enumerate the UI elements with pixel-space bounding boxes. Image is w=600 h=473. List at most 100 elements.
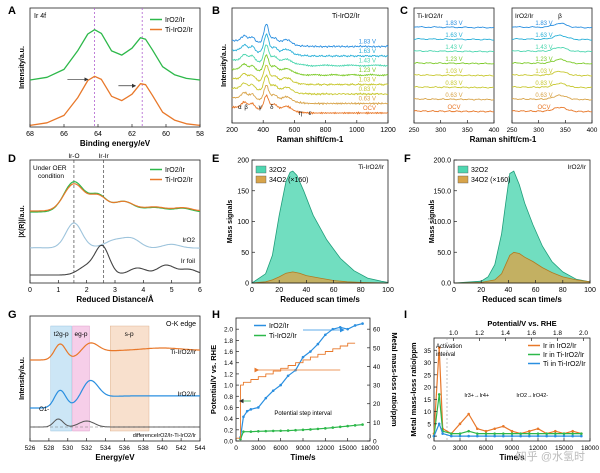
y-tick-label: 20 (424, 385, 432, 392)
y-tick-label: 1.4 (224, 360, 233, 367)
x-tick-label: 12000 (316, 445, 334, 452)
series-label: 1.63 V (445, 33, 462, 39)
peak-label: δ (270, 105, 274, 111)
annotation: condition (38, 173, 64, 180)
area-series (251, 271, 389, 284)
data-point (346, 424, 349, 428)
x-tick-label: 6000 (273, 445, 288, 452)
series-label: 0.63 V (535, 93, 552, 99)
y-tick-label: 0.8 (224, 394, 233, 401)
raman-spectrum (413, 85, 495, 89)
y-tick-label: 0 (427, 434, 431, 441)
panel-c: 1.83 V 1.63 V 1.43 V 1.23 V 1.03 V 0.83 V 0.63… (409, 7, 598, 144)
annotation: Ir-O (68, 153, 79, 160)
legend-label: Ir in Ti-IrO2/Ir (543, 352, 585, 359)
data-point (580, 432, 583, 435)
x-tick-label: 1 (56, 287, 60, 294)
raman-spectrum (231, 33, 389, 58)
data-point (257, 430, 260, 433)
data-point (309, 350, 312, 353)
y-tick-label: 15 (424, 397, 432, 404)
peak-label: β (558, 13, 562, 20)
x-tick-label: 80 (357, 287, 365, 294)
panel-letter-e: E (212, 153, 219, 165)
data-point (571, 432, 574, 435)
legend-label: Ti-IrO2/Ir (165, 177, 193, 184)
x-tick-label: 20 (275, 287, 283, 294)
y-tick-label: 5 (427, 421, 431, 428)
data-point (316, 342, 320, 346)
data-point (528, 434, 531, 438)
raman-spectrum (511, 82, 593, 89)
peak-label: γ (259, 105, 262, 111)
series-label: 1.43 V (535, 45, 552, 51)
data-point (437, 393, 441, 396)
xps-curve (29, 29, 201, 81)
x-axis-label: Binding energy/eV (80, 139, 151, 148)
x-tick-label: 62 (128, 131, 136, 138)
area-series (250, 170, 389, 284)
legend-label: IrO2/Ir (269, 323, 290, 330)
y-tick-label: 1.0 (224, 383, 233, 390)
x-tick-label: 6000 (479, 445, 494, 452)
data-point (450, 432, 453, 435)
raman-spectrum (231, 44, 389, 68)
legend-label: 32O2 (471, 167, 488, 174)
x-tick-label: 400 (587, 127, 598, 134)
series-label: 1.03 V (445, 69, 462, 75)
legend-label: IrO2/Ir (165, 17, 186, 24)
watermark: 知乎 @水氢时 (516, 449, 585, 463)
xps-curve (29, 75, 201, 127)
y-tick-label: 50 (241, 250, 249, 257)
raman-spectrum (413, 97, 495, 101)
area-series (453, 251, 591, 284)
y-axis-label: Intensity/a.u. (19, 357, 26, 400)
subplot-frame (413, 7, 495, 124)
data-point (346, 327, 349, 331)
legend-label: Ir in IrO2/Ir (543, 343, 577, 350)
legend-swatch (255, 175, 267, 184)
y-tick-label: 25 (424, 372, 432, 379)
subplot-frame (511, 7, 593, 124)
legend-label: 32O2 (269, 167, 286, 174)
y-tick-label: 100 (237, 219, 249, 226)
data-point (245, 409, 249, 413)
plot-frame (231, 7, 389, 124)
area-series (453, 170, 591, 284)
x-tick-label: 0 (234, 445, 238, 452)
raman-spectrum (511, 34, 593, 41)
series-label: 0.83 V (535, 81, 552, 87)
data-point (467, 412, 470, 416)
data-point (502, 434, 505, 438)
top-axis-label: Potential/V vs. RHE (487, 319, 556, 328)
x-tick-label: 58 (196, 131, 204, 138)
data-point (562, 434, 566, 438)
x-tick-label: 0 (452, 287, 456, 294)
data-point (242, 430, 245, 433)
x-tick-label: 6 (198, 287, 202, 294)
series-label: 1.23 V (359, 68, 376, 74)
series-line (236, 342, 356, 439)
raman-spectrum (413, 26, 495, 29)
data-point (493, 434, 496, 438)
x-tick-label: 0 (28, 287, 32, 294)
y-tick-label: 2.0 (224, 327, 233, 334)
top-tick-label: 1.8 (553, 330, 562, 337)
data-point (536, 434, 540, 438)
x-tick-label: 60 (162, 131, 170, 138)
y-tick-label: 50 (373, 345, 381, 352)
x-tick-label: 3000 (251, 445, 266, 452)
data-point (519, 432, 522, 435)
x-tick-label: 9000 (296, 445, 311, 452)
x-tick-label: 4 (141, 287, 145, 294)
exafs-curve (30, 183, 201, 212)
x-tick-label: 1000 (349, 127, 365, 134)
legend-swatch (255, 165, 267, 174)
data-point (458, 422, 462, 426)
x-tick-label: 350 (560, 127, 571, 134)
series-line (433, 393, 582, 437)
legend-label: Ti-IrO2/Ir (165, 27, 193, 34)
raman-spectrum (231, 94, 389, 115)
